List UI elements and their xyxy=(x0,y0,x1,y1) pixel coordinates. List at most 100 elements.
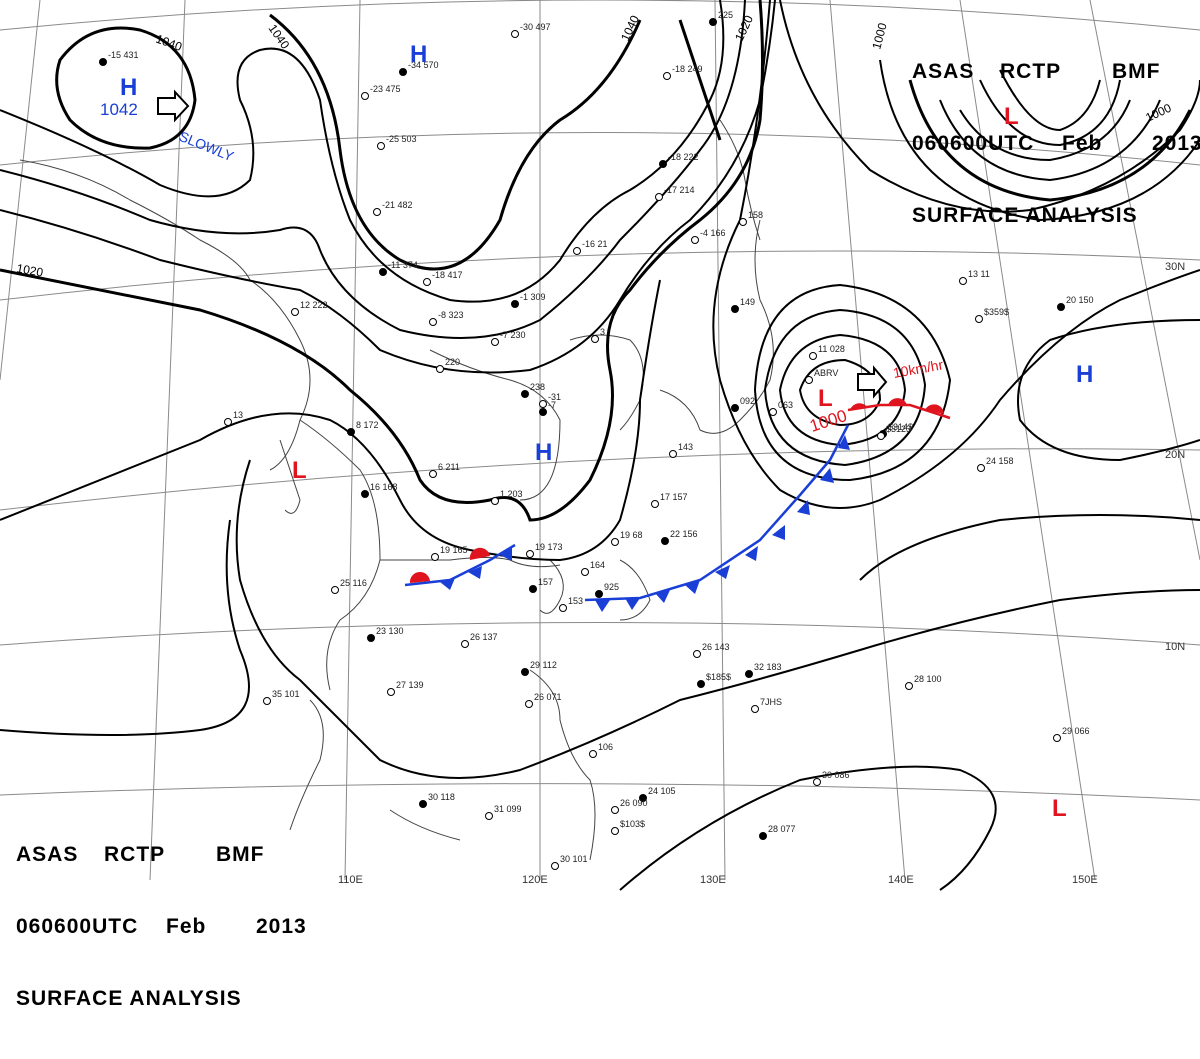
latitude-label: 10N xyxy=(1165,641,1185,653)
month-label: Feb xyxy=(1062,132,1103,155)
isobar-1020 xyxy=(0,0,764,522)
high-pressure-value: 1042 xyxy=(100,100,138,119)
station-plot-value: 19 165 xyxy=(440,545,468,555)
isobar-1040-closed xyxy=(55,26,197,150)
longitude-label: 120E xyxy=(522,874,548,886)
station-plot-value: 30 101 xyxy=(560,854,588,864)
station-plot-value: 28 100 xyxy=(914,674,942,684)
high-pressure-marker: H xyxy=(1076,361,1093,388)
station-symbol xyxy=(491,497,499,505)
warm-front-semicircles xyxy=(409,398,944,583)
station-symbol xyxy=(877,432,885,440)
station-symbol xyxy=(511,30,519,38)
station-symbol xyxy=(959,277,967,285)
station-plot-value: 26 090 xyxy=(620,798,648,808)
office-label: BMF xyxy=(1112,60,1161,83)
station-plot-value: 24 158 xyxy=(986,456,1014,466)
cold-front-triangles xyxy=(440,435,850,612)
station-plot-value: -31 xyxy=(548,392,561,402)
longitude-label: 130E xyxy=(700,874,726,886)
station-plot-value: 8 172 xyxy=(356,420,379,430)
station-plot-value: 16 168 xyxy=(370,482,398,492)
station-symbol xyxy=(521,668,529,676)
station-plot-value: 6 211 xyxy=(438,462,460,472)
isobar-low-1 xyxy=(798,358,882,427)
valid-time-label: 060600UTC xyxy=(16,915,139,938)
station-symbol xyxy=(693,650,701,658)
station-symbol xyxy=(581,568,589,576)
station-symbol xyxy=(975,315,983,323)
station-symbol xyxy=(691,236,699,244)
year-label: 2013 xyxy=(256,915,307,938)
station-plot-value: 092 xyxy=(740,396,755,406)
station-symbol xyxy=(731,404,739,412)
station-plot-value: 19 68 xyxy=(620,530,643,540)
graticule-labels: 110E 120E 130E 140E 150E 30N 20N 10N xyxy=(338,261,1185,886)
station-symbol xyxy=(697,680,705,688)
station-plot-value: -21 482 xyxy=(382,200,413,210)
isobars xyxy=(0,0,1200,891)
station-symbol xyxy=(529,585,537,593)
station-plot-value: -15 431 xyxy=(108,50,139,60)
high-pressure-marker: H xyxy=(410,41,427,68)
station-symbol xyxy=(361,490,369,498)
station-symbol xyxy=(669,450,677,458)
station-plot-value: 143 xyxy=(678,442,693,452)
station-label: RCTP xyxy=(104,843,166,866)
station-symbol xyxy=(651,500,659,508)
fronts xyxy=(404,398,951,612)
isobar-label: 1020 xyxy=(732,13,756,43)
station-plot-value: 063 xyxy=(778,400,793,410)
station-symbol xyxy=(745,670,753,678)
station-symbol xyxy=(659,160,667,168)
station-plot-value: -8 323 xyxy=(438,310,464,320)
station-symbol xyxy=(661,537,669,545)
high-pressure-marker: H xyxy=(535,439,552,466)
station-symbol xyxy=(263,697,271,705)
station-symbol xyxy=(347,428,355,436)
longitude-label: 150E xyxy=(1072,874,1098,886)
agency-label: ASAS xyxy=(912,60,975,83)
station-plot-value: 12 222 xyxy=(300,300,328,310)
station-symbol xyxy=(805,376,813,384)
longitude-label: 140E xyxy=(888,874,914,886)
station-symbol xyxy=(461,640,469,648)
station-symbol xyxy=(367,634,375,642)
station-plot-value: 29 066 xyxy=(1062,726,1090,736)
station-symbol xyxy=(419,800,427,808)
agency-label: ASAS xyxy=(16,843,79,866)
station-plot-value: 26 137 xyxy=(470,632,498,642)
station-symbol xyxy=(591,335,599,343)
station-symbol xyxy=(1053,734,1061,742)
station-plot-value: -30 497 xyxy=(520,22,551,32)
motion-arrows xyxy=(157,89,888,399)
station-plot-value: 164 xyxy=(590,560,605,570)
station-plot-value: 925 xyxy=(604,582,619,592)
station-symbol xyxy=(224,418,232,426)
station-plot-value: -17 214 xyxy=(664,185,695,195)
station-symbol xyxy=(611,806,619,814)
weather-map: -15 431 -21 482 -25 503 -34 570 -23 475 -30 4… xyxy=(0,0,1200,1010)
station-plot-value: ABRV xyxy=(814,368,838,378)
station-plot-value: 30 118 xyxy=(428,792,455,802)
station-symbol xyxy=(769,408,777,416)
station-symbol xyxy=(1057,303,1065,311)
station-symbol xyxy=(511,300,519,308)
station-plot-value: 3 xyxy=(600,327,605,337)
station-plot-value: $3123 xyxy=(886,424,911,434)
station-plot-value: $314$ xyxy=(888,422,913,432)
station-symbol xyxy=(809,352,817,360)
station-symbol xyxy=(595,590,603,598)
low-pressure-marker: L xyxy=(818,385,833,412)
low-motion-label: 10km/hr xyxy=(892,356,945,381)
station-plot-value: 19 173 xyxy=(535,542,563,552)
station-plot-value: 149 xyxy=(740,297,755,307)
station-symbol xyxy=(573,247,581,255)
office-label: BMF xyxy=(216,843,265,866)
station-plot-value: 26 143 xyxy=(702,642,730,652)
station-symbol xyxy=(977,464,985,472)
station-symbol xyxy=(559,604,567,612)
latitude-label: 30N xyxy=(1165,261,1185,273)
station-plots: -15 431 -21 482 -25 503 -34 570 -23 475 -30 4… xyxy=(99,10,1094,870)
station-plot-value: 30 086 xyxy=(822,770,850,780)
